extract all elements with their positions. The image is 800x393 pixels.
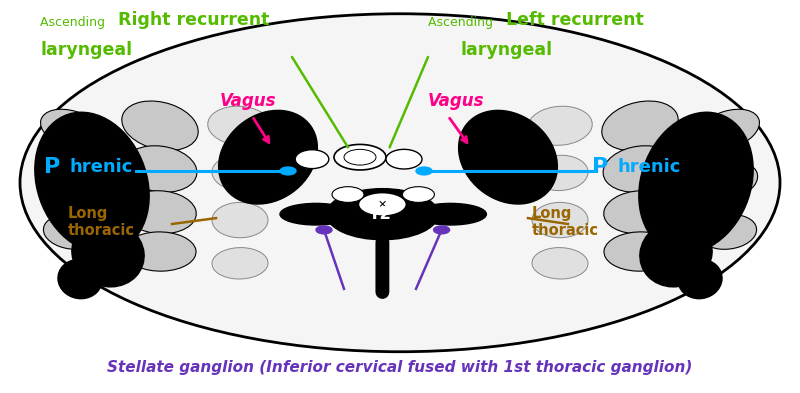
Ellipse shape	[603, 146, 677, 192]
Ellipse shape	[72, 220, 144, 287]
Ellipse shape	[640, 220, 712, 287]
Ellipse shape	[386, 149, 422, 169]
Circle shape	[316, 226, 332, 234]
Ellipse shape	[698, 162, 758, 200]
Ellipse shape	[678, 259, 722, 299]
Ellipse shape	[123, 146, 197, 192]
Ellipse shape	[344, 149, 376, 165]
Ellipse shape	[602, 101, 678, 151]
Text: Right recurrent: Right recurrent	[118, 11, 269, 29]
Ellipse shape	[43, 215, 101, 249]
Circle shape	[416, 167, 432, 175]
Ellipse shape	[295, 150, 329, 169]
Ellipse shape	[124, 232, 196, 271]
Ellipse shape	[280, 204, 352, 225]
Ellipse shape	[639, 112, 753, 253]
Text: P: P	[44, 157, 60, 177]
Text: ✕: ✕	[378, 199, 387, 209]
Ellipse shape	[697, 109, 759, 150]
Ellipse shape	[208, 106, 272, 145]
Ellipse shape	[532, 248, 588, 279]
Ellipse shape	[528, 106, 592, 145]
Ellipse shape	[41, 109, 103, 150]
Text: Vagus: Vagus	[428, 92, 485, 110]
Ellipse shape	[42, 162, 102, 200]
Circle shape	[434, 226, 450, 234]
Text: T2: T2	[369, 205, 391, 223]
Ellipse shape	[20, 14, 780, 352]
Ellipse shape	[35, 112, 149, 253]
Ellipse shape	[402, 187, 434, 202]
Ellipse shape	[122, 101, 198, 151]
Text: laryngeal: laryngeal	[460, 41, 552, 59]
Text: Ascending: Ascending	[428, 17, 497, 29]
Ellipse shape	[532, 202, 588, 238]
Ellipse shape	[212, 202, 268, 238]
Ellipse shape	[699, 215, 757, 249]
Text: Ascending: Ascending	[40, 17, 109, 29]
Ellipse shape	[326, 189, 438, 240]
Text: Long
thoracic: Long thoracic	[532, 206, 599, 238]
Text: Long
thoracic: Long thoracic	[68, 206, 135, 238]
Circle shape	[280, 167, 296, 175]
Ellipse shape	[124, 191, 196, 234]
Ellipse shape	[604, 232, 676, 271]
Text: P: P	[592, 157, 608, 177]
Text: hrenic: hrenic	[70, 158, 133, 176]
Ellipse shape	[358, 193, 406, 216]
Ellipse shape	[458, 110, 558, 204]
Text: Vagus: Vagus	[220, 92, 277, 110]
Text: laryngeal: laryngeal	[40, 41, 132, 59]
Text: Stellate ganglion (Inferior cervical fused with 1st thoracic ganglion): Stellate ganglion (Inferior cervical fus…	[107, 360, 693, 375]
Text: Left recurrent: Left recurrent	[506, 11, 643, 29]
Ellipse shape	[414, 204, 486, 225]
Ellipse shape	[212, 155, 268, 191]
Ellipse shape	[532, 155, 588, 191]
Text: hrenic: hrenic	[618, 158, 681, 176]
Ellipse shape	[332, 187, 364, 202]
Ellipse shape	[58, 259, 102, 299]
Ellipse shape	[604, 191, 676, 234]
Ellipse shape	[212, 248, 268, 279]
Ellipse shape	[218, 110, 318, 204]
Ellipse shape	[334, 144, 386, 170]
